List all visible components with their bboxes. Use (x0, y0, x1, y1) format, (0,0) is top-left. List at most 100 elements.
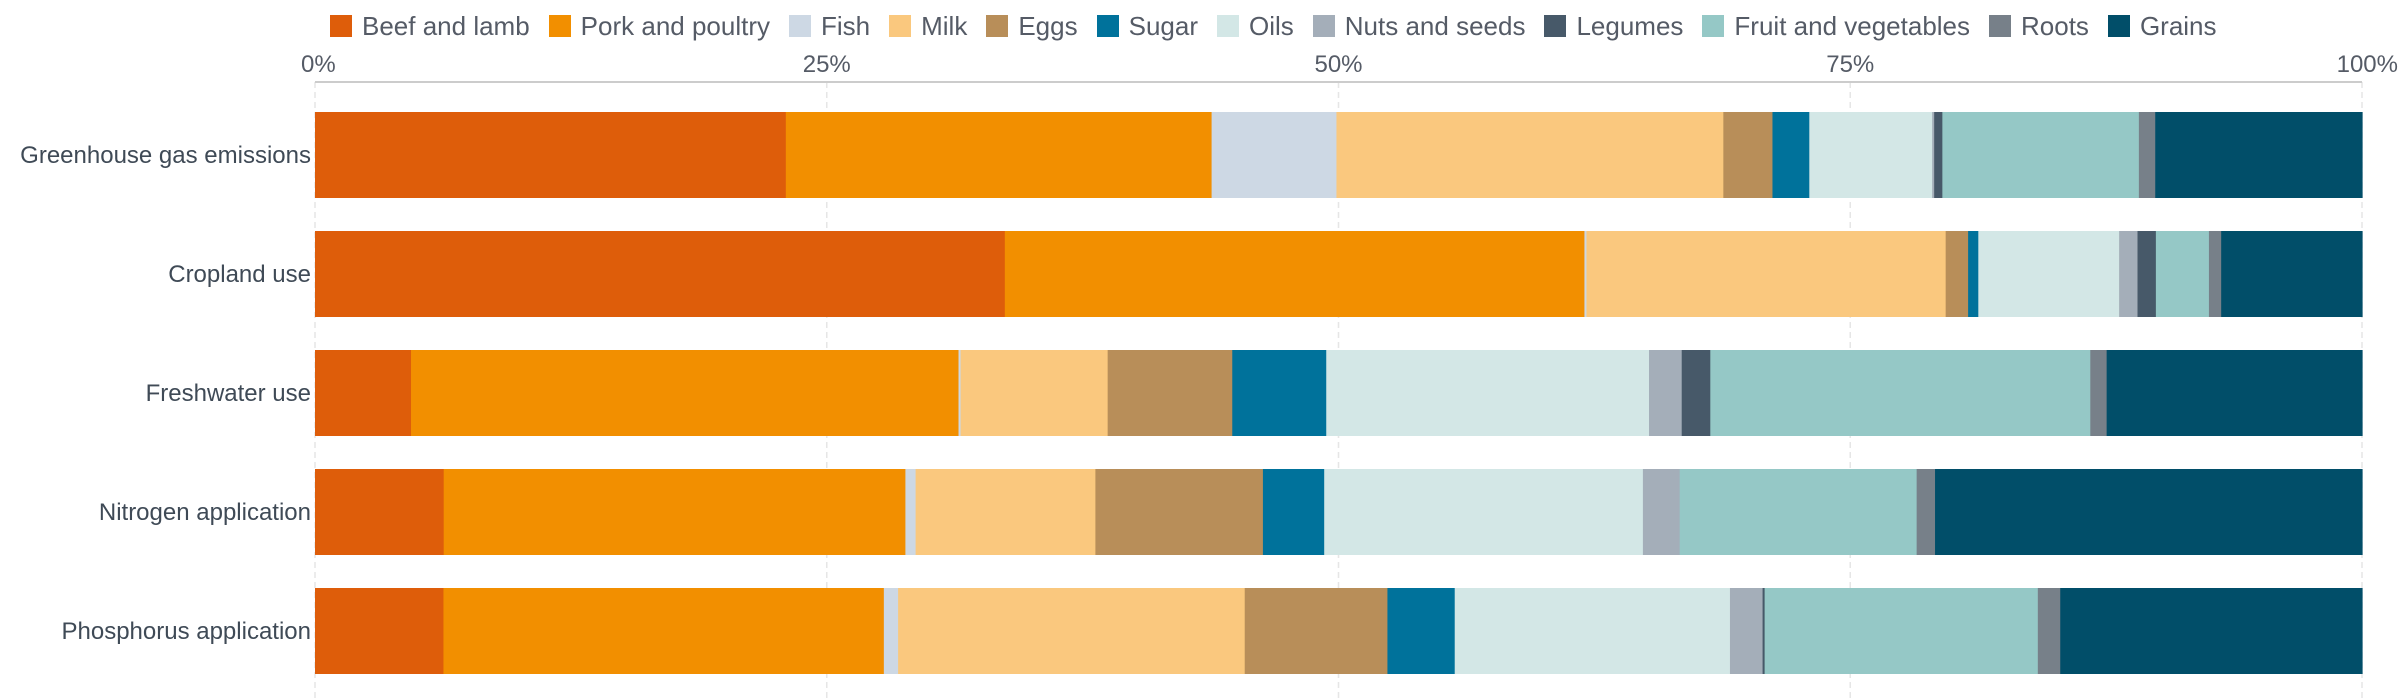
legend-swatch (330, 15, 352, 37)
x-tick-label: 25% (803, 51, 851, 78)
legend-item[interactable]: Grains (2107, 10, 2217, 42)
bar-segment (915, 469, 1096, 555)
legend-label: Grains (2139, 10, 2217, 41)
bar-segment (1679, 469, 1918, 555)
bar-segment (1681, 350, 1711, 436)
bar-segment (905, 469, 917, 555)
category-label: Greenhouse gas emissions (20, 142, 311, 169)
bar-segment (1586, 231, 1947, 317)
bar-segment (1932, 112, 1935, 198)
legend-item[interactable]: Oils (1217, 11, 1294, 42)
category-label: Freshwater use (146, 380, 311, 407)
legend-label: Fruit and vegetables (1734, 10, 1971, 41)
bar-segment (1942, 112, 2140, 198)
legend-item[interactable]: Eggs (986, 10, 1078, 42)
bar-segment (1324, 469, 1644, 555)
x-tick-label: 50% (1314, 51, 1362, 78)
bar-segment (958, 350, 962, 436)
bar-segment (1723, 112, 1774, 198)
bar-segment (898, 588, 1246, 674)
legend-item[interactable]: Roots (1989, 11, 2089, 42)
bar-segment (785, 112, 1213, 198)
category-label: Nitrogen application (99, 499, 311, 526)
legend-label: Pork and poultry (580, 10, 770, 41)
bar-segment (1762, 588, 1766, 674)
bar-segment (1978, 231, 2120, 317)
bar-segment (1916, 469, 1936, 555)
legend-item[interactable]: Beef and lamb (330, 11, 530, 42)
bar-segment (1934, 112, 1943, 198)
legend-swatch (789, 15, 811, 37)
bar-segment (315, 231, 1006, 317)
bar-segment (2090, 350, 2108, 436)
bar-segment (2221, 231, 2363, 317)
bar-segment (1454, 588, 1731, 674)
bar-segment (1211, 112, 1338, 198)
bar-segment (1935, 469, 2363, 555)
category-label: Cropland use (168, 261, 311, 288)
bar-segment (2037, 588, 2061, 674)
bar-segment (1095, 469, 1264, 555)
bar-segment (443, 588, 885, 674)
bar-segment (1326, 350, 1650, 436)
bar-segment (1262, 469, 1325, 555)
legend-label: Oils (1249, 10, 1294, 41)
legend-item[interactable]: Nuts and seeds (1312, 11, 1525, 42)
bar-segment (1004, 231, 1586, 317)
legend-item[interactable]: Pork and poultry (548, 10, 770, 42)
legend-label: Eggs (1018, 10, 1078, 41)
legend-label: Sugar (1128, 10, 1198, 41)
legend-swatch (1989, 15, 2012, 37)
bar-segment (960, 350, 1109, 436)
legend-swatch (986, 15, 1009, 37)
bar-segment (2106, 350, 2363, 436)
legend-label: Fish (821, 10, 871, 41)
bar-segment (411, 350, 960, 436)
category-label: Phosphorus application (61, 618, 311, 645)
bar-segment (1968, 231, 1979, 317)
bar-segment (1336, 112, 1724, 198)
legend-swatch (1544, 15, 1567, 37)
bar-segment (1387, 588, 1456, 674)
legend-swatch (1217, 15, 1239, 37)
legend-swatch (2107, 15, 2130, 37)
legend-label: Legumes (1576, 10, 1684, 41)
bar-segment (443, 469, 907, 555)
bar-segment (2155, 231, 2210, 317)
legend-swatch (889, 15, 912, 37)
legend-item[interactable]: Fruit and vegetables (1702, 11, 1970, 42)
bar-segment (1729, 588, 1764, 674)
legend-swatch (1702, 15, 1725, 37)
legend-swatch (1096, 15, 1119, 37)
bar-segment (2208, 231, 2222, 317)
bar-segment (1232, 350, 1327, 436)
bar-segment (1642, 469, 1681, 555)
legend-item[interactable]: Sugar (1096, 10, 1198, 42)
bar-segment (1809, 112, 1933, 198)
legend-swatch (1312, 15, 1335, 37)
bar-segment (1107, 350, 1233, 436)
bar-segment (1945, 231, 1969, 317)
bar-segment (2155, 112, 2363, 198)
x-tick-label: 100% (2337, 51, 2398, 78)
x-tick-label: 0% (301, 51, 336, 78)
legend-item[interactable]: Milk (889, 11, 967, 42)
legend-swatch (548, 15, 571, 37)
legend-label: Beef and lamb (362, 10, 530, 41)
legend-item[interactable]: Legumes (1544, 11, 1683, 42)
bar-segment (315, 469, 445, 555)
bar-segment (1584, 231, 1588, 317)
bar-segment (1772, 112, 1810, 198)
bar-segment (315, 112, 787, 198)
bar-segment (883, 588, 899, 674)
x-tick-label: 75% (1826, 51, 1874, 78)
legend-label: Milk (921, 10, 968, 41)
bar-segment (315, 350, 412, 436)
bar-segment (2137, 231, 2157, 317)
bar-segment (315, 588, 445, 674)
bar-segment (2060, 588, 2363, 674)
legend: Beef and lamb Pork and poultry Fish Milk Egg… (330, 6, 2236, 46)
legend-item[interactable]: Fish (789, 11, 870, 42)
bar-segment (1649, 350, 1683, 436)
